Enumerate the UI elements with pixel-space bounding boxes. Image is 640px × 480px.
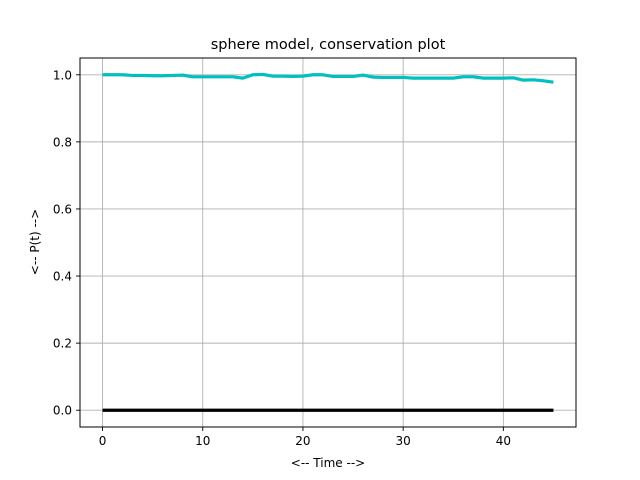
y-tick-label: 1.0 [53, 68, 72, 82]
series-layer [102, 72, 554, 412]
x-tick-label: 20 [295, 434, 310, 448]
x-tick-label: 30 [396, 434, 411, 448]
x-axis-label: <-- Time --> [291, 456, 365, 470]
y-tick-label: 0.8 [53, 135, 72, 149]
series-line-1 [102, 72, 554, 84]
y-tick-label: 0.6 [53, 202, 72, 216]
y-tick-label: 0.4 [53, 270, 72, 284]
x-tick-label: 40 [496, 434, 511, 448]
x-tick-label: 0 [99, 434, 107, 448]
x-tick-label: 10 [195, 434, 210, 448]
chart-title: sphere model, conservation plot [211, 37, 446, 53]
ticks: 0 10 20 30 40 0.0 0.2 0.4 0.6 0.8 1.0 [53, 68, 511, 448]
y-axis-label: <-- P(t) --> [28, 209, 42, 275]
grid [80, 58, 576, 427]
plot-frame [79, 57, 577, 428]
y-tick-label: 0.0 [53, 404, 72, 418]
y-tick-label: 0.2 [53, 337, 72, 351]
